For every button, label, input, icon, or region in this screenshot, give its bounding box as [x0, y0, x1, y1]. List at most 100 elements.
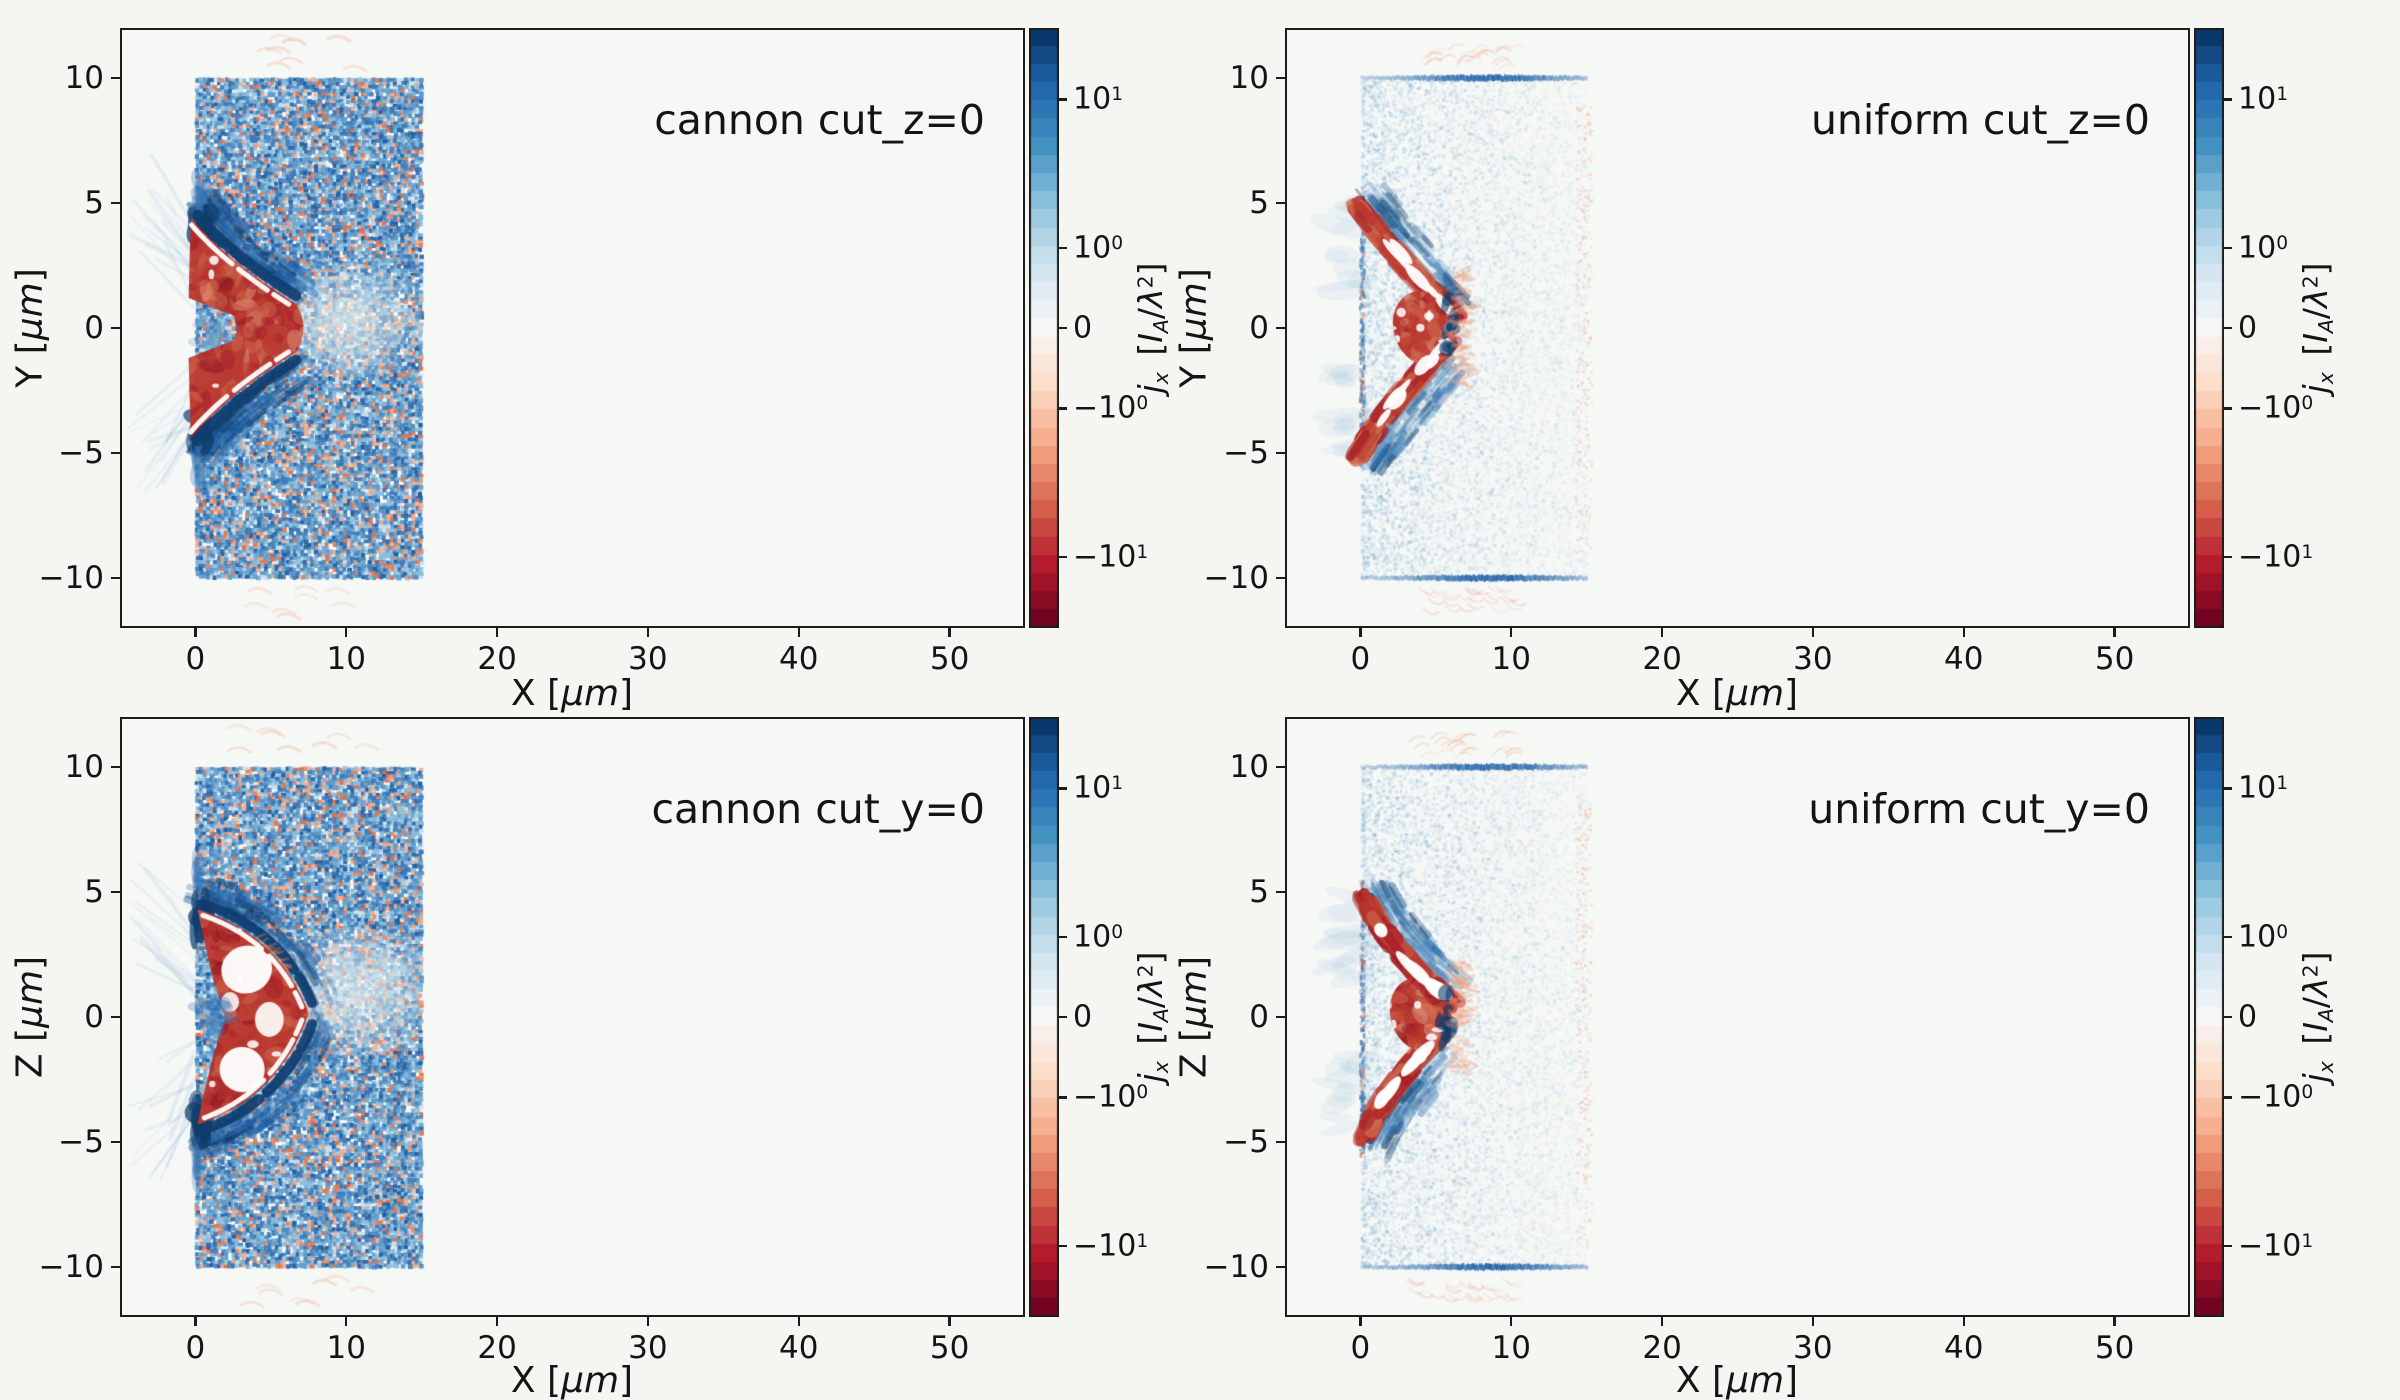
colorbar-tick-label: 0 [2238, 310, 2258, 346]
x-tick-label: 20 [477, 1330, 517, 1366]
x-tick-label: 20 [1642, 641, 1682, 677]
colorbar-tick-mark [2224, 246, 2232, 249]
colorbar-tick-mark [2224, 787, 2232, 790]
colorbar-tick-mark [2224, 1244, 2232, 1247]
x-tick-mark [1811, 628, 1815, 637]
x-tick-mark [1660, 628, 1664, 637]
x-tick-label: 0 [185, 1330, 206, 1366]
x-tick-mark [2113, 628, 2116, 637]
x-tick-label: 40 [779, 641, 819, 677]
colorbar-tick-label: 101 [1073, 81, 1124, 117]
colorbar-tick-label: −100 [2238, 1079, 2314, 1115]
y-tick-mark [1276, 201, 1285, 205]
colorbar-tick-label: −101 [2238, 539, 2314, 575]
y-tick-mark [111, 765, 120, 769]
y-tick-mark [111, 576, 120, 580]
y-tick-mark [1276, 1265, 1285, 1269]
colorbar-tick-label: −100 [1073, 1079, 1149, 1115]
y-tick-mark [111, 201, 120, 205]
y-axis-label: Y [μm] [1173, 268, 1215, 388]
x-tick-mark [194, 628, 197, 637]
colorbar-tick-label: 101 [1073, 770, 1124, 806]
colorbar-tick-mark [2224, 1096, 2232, 1099]
y-tick-label: 5 [1249, 185, 1269, 221]
x-tick-mark [1359, 1317, 1362, 1326]
x-tick-mark [345, 628, 348, 637]
y-tick-mark [1276, 765, 1285, 769]
x-tick-label: 50 [2094, 1330, 2135, 1366]
y-tick-mark [1276, 890, 1285, 894]
colorbar-tick-mark [2224, 555, 2232, 558]
colorbar-tick-mark [1059, 1016, 1067, 1019]
x-axis-label: X [μm] [1675, 673, 1799, 714]
x-tick-mark [495, 628, 499, 637]
y-axis-label: Z [μm] [1173, 955, 1215, 1079]
x-tick-mark [1510, 628, 1513, 637]
y-tick-label: −5 [58, 435, 104, 471]
y-tick-label: 5 [84, 185, 104, 221]
colorbar-tick-label: −100 [1073, 390, 1149, 426]
y-tick-mark [1276, 76, 1285, 80]
x-tick-label: 40 [1944, 641, 1984, 677]
colorbar-tick-mark [1059, 935, 1067, 938]
heatmap-canvas-uniform-cut-y [1285, 717, 2190, 1317]
x-tick-label: 20 [1642, 1330, 1682, 1366]
x-tick-label: 40 [1944, 1330, 1984, 1366]
colorbar-tick-label: 100 [2238, 919, 2289, 955]
heatmap-canvas-uniform-cut-z [1285, 28, 2190, 628]
x-tick-mark [1811, 1317, 1815, 1326]
colorbar-tick-label: −101 [1073, 1228, 1149, 1264]
y-tick-mark [111, 890, 120, 894]
y-tick-label: 5 [1249, 874, 1269, 910]
colorbar-tick-label: 101 [2238, 81, 2289, 117]
colorbar-tick-mark [2224, 935, 2232, 938]
y-tick-label: −10 [1203, 1249, 1269, 1285]
x-tick-label: 20 [477, 641, 517, 677]
x-tick-label: 30 [628, 641, 668, 677]
colorbar-uniform-cut-y [2194, 717, 2224, 1317]
y-tick-label: −5 [1223, 435, 1269, 471]
y-tick-mark [1276, 451, 1285, 455]
x-axis-label: X [μm] [510, 1360, 634, 1400]
y-tick-mark [111, 1265, 120, 1269]
x-tick-mark [1510, 1317, 1513, 1326]
y-tick-mark [111, 1015, 120, 1019]
x-tick-mark [1962, 628, 1965, 637]
colorbar-tick-mark [1059, 1244, 1067, 1247]
y-tick-label: −5 [1223, 1124, 1269, 1160]
y-tick-label: 5 [84, 874, 104, 910]
colorbar-tick-mark [1059, 555, 1067, 558]
x-axis-label: X [μm] [1675, 1360, 1799, 1400]
y-tick-mark [111, 451, 120, 455]
x-tick-mark [1660, 1317, 1664, 1326]
y-tick-label: −10 [38, 560, 104, 596]
x-tick-label: 30 [628, 1330, 668, 1366]
x-tick-mark [948, 1317, 951, 1326]
x-tick-label: 30 [1793, 1330, 1833, 1366]
x-tick-mark [1359, 628, 1362, 637]
colorbar-tick-mark [2224, 98, 2232, 101]
colorbar-tick-label: 100 [1073, 230, 1124, 266]
y-tick-label: −5 [58, 1124, 104, 1160]
colorbar-tick-mark [1059, 407, 1067, 410]
colorbar-uniform-cut-z [2194, 28, 2224, 628]
x-tick-mark [1962, 1317, 1965, 1326]
x-tick-label: 40 [779, 1330, 819, 1366]
colorbar-tick-mark [1059, 327, 1067, 330]
y-tick-label: 0 [1249, 999, 1269, 1035]
x-tick-label: 10 [326, 1330, 366, 1366]
y-tick-mark [1276, 576, 1285, 580]
colorbar-cannon-cut-y [1029, 717, 1059, 1317]
x-tick-label: 30 [1793, 641, 1833, 677]
x-tick-mark [646, 628, 650, 637]
y-axis-label: Y [μm] [9, 268, 51, 388]
x-tick-label: 0 [185, 641, 206, 677]
heatmap-canvas-cannon-cut-z [120, 28, 1025, 628]
colorbar-tick-mark [1059, 246, 1067, 249]
x-tick-label: 50 [929, 641, 970, 677]
x-tick-mark [646, 1317, 650, 1326]
y-tick-mark [111, 76, 120, 80]
y-tick-label: 0 [84, 999, 104, 1035]
panel-title-uniform-cut-y: uniform cut_y=0 [1808, 785, 2150, 833]
